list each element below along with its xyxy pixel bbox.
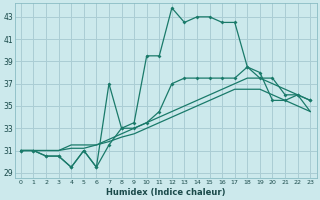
X-axis label: Humidex (Indice chaleur): Humidex (Indice chaleur) [106, 188, 225, 197]
